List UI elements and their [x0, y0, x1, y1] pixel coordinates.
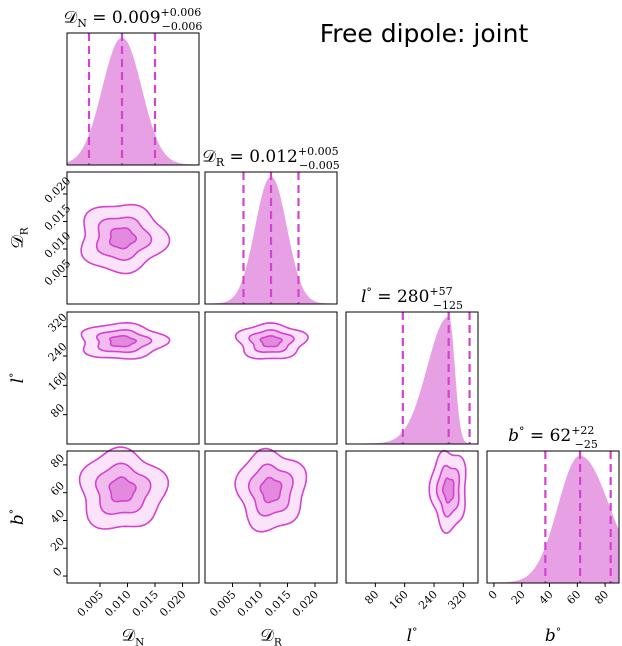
panel-frame [204, 450, 338, 584]
y-tick-label: 80 [48, 451, 67, 470]
panel-title: l° = 280+57 −125 [361, 285, 463, 312]
hist-panel-b: b° = 62+22 −25 [486, 424, 620, 584]
y-tick-label: 80 [48, 401, 67, 420]
x-tick-label: 60 [564, 588, 583, 607]
panel-title: b° = 62+22 −25 [508, 424, 598, 451]
hist-fill-b [487, 455, 620, 584]
y-tick-label: 0.005 [42, 257, 73, 288]
figure-title: Free dipole: joint [320, 19, 529, 48]
x-tick-label: 80 [592, 588, 611, 607]
contour-panel-l-b [345, 449, 479, 584]
x-tick-label: 0.020 [290, 588, 321, 619]
x-tick-label: 240 [416, 588, 440, 612]
hist-fill-D_N [66, 37, 200, 166]
x-axis-b: 0 20 40 60 80 b° [486, 583, 611, 646]
hist-panel-l: l° = 280+57 −125 [345, 285, 479, 445]
hist-fill-l [346, 316, 478, 445]
y-axis-b: 0 20 40 60 80 b° [8, 451, 67, 579]
contour-level-2 [259, 476, 283, 504]
contour-level-2 [441, 477, 455, 504]
y-tick-label: 0 [51, 565, 65, 579]
contour-panel-D_R-b [204, 447, 338, 584]
y-tick-label: 0.010 [42, 229, 73, 260]
axis-label-D_R: 𝒟R [260, 626, 283, 646]
contour-panel-D_R-l [204, 311, 338, 445]
x-tick-label: 80 [362, 588, 381, 607]
y-axis-l: 80 160 240 320 l° [8, 311, 70, 421]
x-tick-label: 0.015 [262, 588, 293, 619]
x-tick-label: 0 [486, 588, 500, 602]
x-tick-label: 20 [509, 588, 528, 607]
x-tick-label: 160 [387, 588, 411, 612]
y-tick-label: 320 [46, 311, 70, 335]
axis-label-b: b° [8, 509, 28, 525]
panel-frame [66, 311, 200, 445]
panel-title: 𝒟N = 0.009+0.006 −0.006 [64, 6, 203, 33]
x-tick-label: 40 [537, 588, 556, 607]
y-tick-label: 0.015 [42, 202, 73, 233]
y-tick-label: 60 [48, 479, 67, 498]
y-tick-label: 240 [46, 340, 70, 364]
contour-level-2 [108, 476, 137, 503]
y-tick-label: 160 [46, 369, 70, 393]
y-tick-label: 40 [48, 507, 67, 526]
panel-frame [345, 450, 479, 584]
x-tick-label: 0.010 [102, 588, 133, 619]
axis-label-l: l° [8, 373, 28, 384]
panel-frame [204, 171, 338, 305]
axis-label-l: l° [407, 626, 418, 646]
contour-panel-D_N-b [66, 446, 200, 584]
panel-frame [66, 171, 200, 305]
x-tick-label: 0.005 [75, 588, 106, 619]
hist-panel-D_N: 𝒟N = 0.009+0.006 −0.006 [64, 6, 203, 166]
x-tick-label: 320 [445, 588, 469, 612]
contour-panel-D_N-l [66, 311, 200, 445]
panel-frame [66, 32, 200, 166]
contour-level-2 [108, 335, 138, 348]
panel-frame [486, 450, 620, 584]
hist-panel-D_R: 𝒟R = 0.012+0.005 −0.005 [202, 145, 340, 305]
contour-level-2 [259, 334, 283, 348]
x-tick-label: 0.020 [157, 588, 188, 619]
axis-label-b: b° [545, 626, 561, 646]
panel-frame [66, 450, 200, 584]
x-tick-label: 0.015 [130, 588, 161, 619]
x-tick-label: 0.005 [207, 588, 238, 619]
panel-frame [345, 311, 479, 445]
y-tick-label: 20 [48, 535, 67, 554]
panel-title: 𝒟R = 0.012+0.005 −0.005 [202, 145, 339, 172]
contour-level-2 [108, 227, 137, 250]
x-tick-label: 0.010 [235, 588, 266, 619]
axis-label-D_N: 𝒟N [122, 626, 145, 646]
y-tick-label: 0.020 [42, 174, 73, 205]
axis-label-D_R: 𝒟R [8, 226, 30, 249]
contour-panel-D_N-D_R [66, 171, 200, 305]
panel-frame [204, 311, 338, 445]
x-axis-l: 80 160 240 320 l° [362, 583, 469, 646]
